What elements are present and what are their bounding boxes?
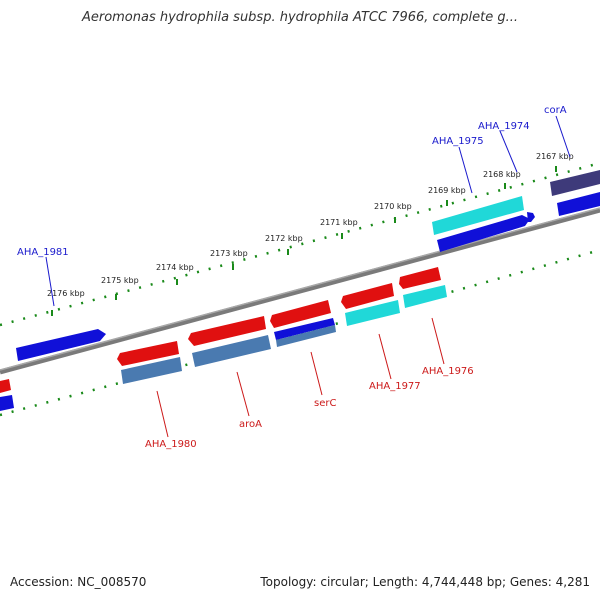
gene-AHA_1974[interactable] (557, 192, 600, 216)
gene-label-AHA_1976: AHA_1976 (422, 366, 474, 377)
gene-AHA_1980[interactable] (117, 341, 179, 366)
gene-AHA_1977[interactable] (341, 283, 394, 309)
gene-serC-blue[interactable] (274, 318, 335, 340)
gene-label-AHA_1975: AHA_1975 (432, 136, 484, 147)
tick-label: 2169 kbp (428, 186, 466, 195)
gene-AHA_1980-steel[interactable] (121, 357, 182, 384)
tick-label: 2176 kbp (47, 289, 85, 298)
accession-text: Accession: NC_008570 (10, 575, 147, 589)
gene-label-corA: corA (544, 105, 567, 116)
gene-label-AHA_1981: AHA_1981 (17, 247, 69, 258)
gene-aroA[interactable] (188, 316, 266, 346)
gene-serC[interactable] (270, 300, 331, 328)
gene-aroA-steel[interactable] (192, 335, 271, 367)
tick-label: 2172 kbp (265, 234, 303, 243)
upper-tick-line (0, 161, 600, 327)
gene-label-serC: serC (314, 398, 336, 409)
tick-label: 2174 kbp (156, 263, 194, 272)
tick-label: 2168 kbp (483, 170, 521, 179)
topology-text: Topology: circular; Length: 4,744,448 bp… (260, 575, 590, 589)
label-leaders (45, 115, 571, 438)
tick-label: 2167 kbp (536, 152, 574, 161)
tick-label: 2175 kbp (101, 276, 139, 285)
tick-label: 2173 kbp (210, 249, 248, 258)
genome-backbone-highlight (0, 207, 600, 371)
gene-label-aroA: aroA (239, 419, 262, 430)
kbp-ticks (51, 166, 557, 316)
gene-label-AHA_1974: AHA_1974 (478, 121, 530, 132)
gene-partial-left-red[interactable] (0, 379, 11, 393)
gene-serC-steel[interactable] (276, 325, 336, 347)
gene-AHA_1975[interactable] (432, 196, 524, 235)
gene-AHA_1977-cyan[interactable] (345, 300, 400, 326)
gene-partial-left[interactable] (0, 395, 14, 411)
gene-label-AHA_1977: AHA_1977 (369, 381, 421, 392)
genome-backbone (0, 207, 600, 375)
gene-AHA_1975-blue[interactable] (437, 215, 530, 252)
gene-AHA_1981[interactable] (16, 329, 106, 361)
gene-AHA_1976[interactable] (399, 267, 441, 289)
tick-label: 2170 kbp (374, 202, 412, 211)
gene-corA[interactable] (550, 170, 600, 196)
gene-label-AHA_1980: AHA_1980 (145, 439, 197, 450)
gene-AHA_1976-cyan[interactable] (403, 285, 447, 308)
page-title: Aeromonas hydrophila subsp. hydrophila A… (81, 10, 519, 25)
tick-label: 2171 kbp (320, 218, 358, 227)
